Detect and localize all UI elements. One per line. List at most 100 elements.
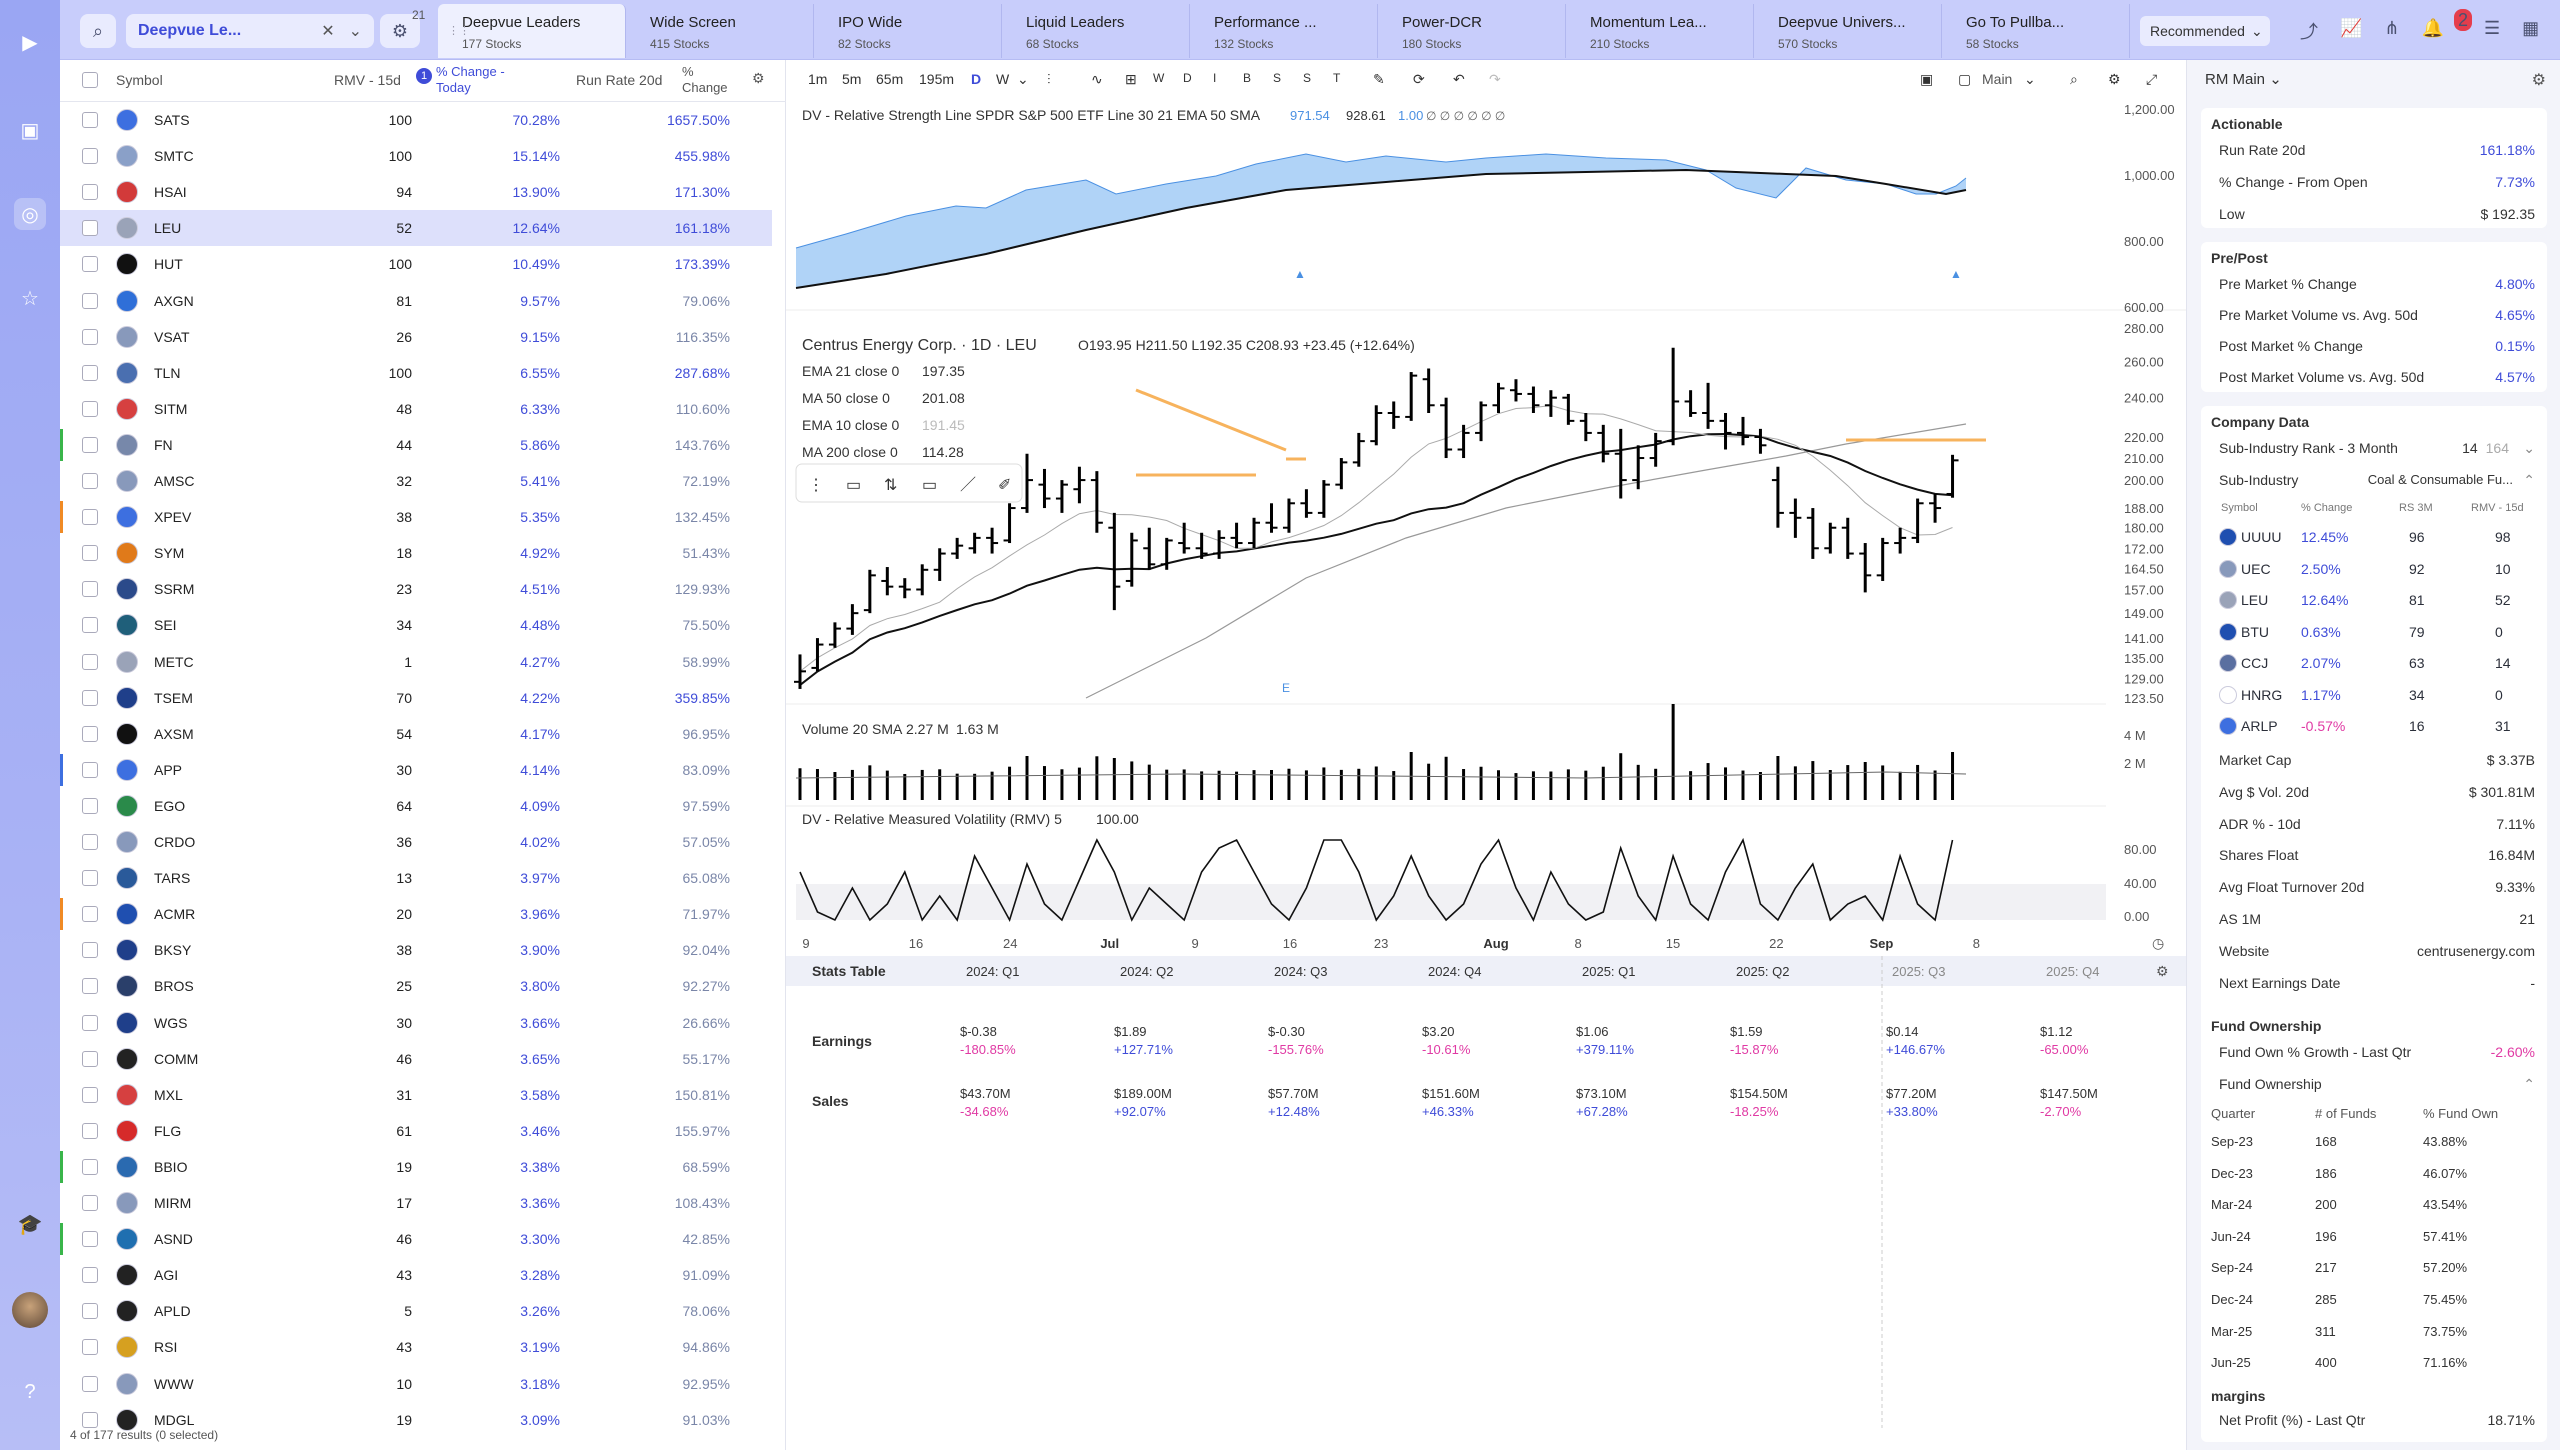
row-checkbox[interactable] — [82, 509, 98, 525]
header-pct-open[interactable]: % Change - Open — [682, 64, 732, 98]
bell-icon[interactable]: 🔔 2 — [2422, 18, 2462, 44]
header-symbol[interactable]: Symbol — [116, 72, 163, 88]
layout-name[interactable]: Main — [1982, 71, 2012, 87]
table-row[interactable]: APP 30 4.14% 83.09% — [60, 752, 772, 788]
table-row[interactable]: FN 44 5.86% 143.76% — [60, 427, 772, 463]
grid-icon[interactable]: ▦ — [2522, 18, 2539, 44]
tab-2[interactable]: IPO Wide 82 Stocks — [814, 4, 1002, 58]
table-row[interactable]: SSRM 23 4.51% 129.93% — [60, 571, 772, 607]
table-row[interactable]: SMTC 100 15.14% 455.98% — [60, 138, 772, 174]
row-checkbox[interactable] — [82, 148, 98, 164]
table-row[interactable]: MXL 31 3.58% 150.81% — [60, 1077, 772, 1113]
table-row[interactable]: EGO 64 4.09% 97.59% — [60, 788, 772, 824]
table-row[interactable]: METC 1 4.27% 58.99% — [60, 644, 772, 680]
table-row[interactable]: SITM 48 6.33% 110.60% — [60, 391, 772, 427]
undo-icon[interactable]: ↶ — [1453, 71, 1465, 88]
timeframe-W[interactable]: W — [996, 71, 1009, 87]
chart-icon[interactable]: 📈 — [2340, 18, 2362, 44]
table-row[interactable]: AGI 43 3.28% 91.09% — [60, 1257, 772, 1293]
row-checkbox[interactable] — [82, 256, 98, 272]
table-row[interactable]: SATS 100 70.28% 1657.50% — [60, 102, 772, 138]
toolbar-letter-2[interactable]: I — [1213, 71, 1216, 85]
table-row[interactable]: BBIO 19 3.38% 68.59% — [60, 1149, 772, 1185]
tab-8[interactable]: Go To Pullba... 58 Stocks — [1942, 4, 2130, 58]
redo-icon[interactable]: ↷ — [1489, 71, 1501, 88]
fullscreen-icon[interactable]: ⤢ — [2146, 71, 2157, 88]
panel-title[interactable]: RM Main ⌄ — [2205, 70, 2282, 88]
table-row[interactable]: CRDO 36 4.02% 57.05% — [60, 824, 772, 860]
panel-settings-icon[interactable]: ⚙ — [2532, 70, 2546, 90]
row-checkbox[interactable] — [82, 726, 98, 742]
draw-tool-icon[interactable]: ⇅ — [884, 477, 897, 494]
row-checkbox[interactable] — [82, 473, 98, 489]
draw-tool-icon[interactable]: ⋮ — [808, 477, 824, 494]
settings-icon[interactable]: ⚙ — [2156, 963, 2169, 979]
row-checkbox[interactable] — [82, 581, 98, 597]
table-row[interactable]: VSAT 26 9.15% 116.35% — [60, 319, 772, 355]
row-checkbox[interactable] — [82, 329, 98, 345]
row-checkbox[interactable] — [82, 1376, 98, 1392]
list-icon[interactable]: ☰ — [2484, 18, 2500, 44]
row-checkbox[interactable] — [82, 942, 98, 958]
row-checkbox[interactable] — [82, 1159, 98, 1175]
grid-layout-icon[interactable]: ⊞ — [1125, 71, 1137, 88]
indicators-icon[interactable]: ⫶ — [1047, 71, 1051, 88]
drag-handle-icon[interactable]: ⋮⋮ — [448, 24, 470, 37]
chevron-down-icon[interactable]: ⌄ — [2024, 71, 2036, 88]
toolbar-letter-3[interactable]: B — [1243, 71, 1251, 85]
trend-icon[interactable]: ∿ — [1091, 71, 1103, 88]
row-checkbox[interactable] — [82, 1412, 98, 1428]
peer-row[interactable]: CCJ 2.07% 63 14 — [2201, 650, 2547, 678]
table-row[interactable]: WWW 10 3.18% 92.95% — [60, 1366, 772, 1402]
row-checkbox[interactable] — [82, 978, 98, 994]
table-row[interactable]: AXGN 81 9.57% 79.06% — [60, 283, 772, 319]
chart-svg[interactable]: DV - Relative Strength Line SPDR S&P 500… — [786, 98, 2186, 1428]
table-row[interactable]: HUT 100 10.49% 173.39% — [60, 246, 772, 282]
education-icon[interactable]: 🎓 — [14, 1208, 46, 1240]
row-checkbox[interactable] — [82, 762, 98, 778]
table-row[interactable]: AMSC 32 5.41% 72.19% — [60, 463, 772, 499]
tab-7[interactable]: Deepvue Univers... 570 Stocks — [1754, 4, 1942, 58]
logo-play-icon[interactable]: ▶ — [14, 26, 46, 58]
star-icon[interactable]: ☆ — [14, 282, 46, 314]
dashboard-icon[interactable]: ▣ — [14, 114, 46, 146]
row-checkbox[interactable] — [82, 1231, 98, 1247]
tab-0[interactable]: ⋮⋮ Deepvue Leaders 177 Stocks — [438, 4, 626, 58]
draw-tool-icon[interactable]: ▭ — [846, 477, 861, 494]
row-checkbox[interactable] — [82, 1051, 98, 1067]
table-row[interactable]: HSAI 94 13.90% 171.30% — [60, 174, 772, 210]
row-checkbox[interactable] — [82, 906, 98, 922]
table-row[interactable]: FLG 61 3.46% 155.97% — [60, 1113, 772, 1149]
select-all-checkbox[interactable] — [82, 72, 98, 88]
tab-1[interactable]: Wide Screen 415 Stocks — [626, 4, 814, 58]
peer-row[interactable]: UEC 2.50% 92 10 — [2201, 556, 2547, 584]
tab-6[interactable]: Momentum Lea... 210 Stocks — [1566, 4, 1754, 58]
table-row[interactable]: AXSM 54 4.17% 96.95% — [60, 716, 772, 752]
row-checkbox[interactable] — [82, 220, 98, 236]
draw-tool-icon[interactable]: ／ — [960, 477, 976, 494]
row-checkbox[interactable] — [82, 545, 98, 561]
watchlist-selector[interactable]: Deepvue Le... ✕ ⌄ — [126, 14, 374, 48]
row-checkbox[interactable] — [82, 798, 98, 814]
timeframe-65m[interactable]: 65m — [876, 71, 903, 87]
row-checkbox[interactable] — [82, 690, 98, 706]
row-checkbox[interactable] — [82, 654, 98, 670]
table-row[interactable]: RSI 43 3.19% 94.86% — [60, 1329, 772, 1365]
table-row[interactable]: ACMR 20 3.96% 71.97% — [60, 896, 772, 932]
settings-icon[interactable]: ⚙ — [752, 70, 765, 87]
toolbar-letter-4[interactable]: S — [1273, 71, 1281, 85]
peer-row[interactable]: ARLP -0.57% 16 31 — [2201, 713, 2547, 741]
avatar[interactable] — [12, 1292, 48, 1328]
header-rmv[interactable]: RMV - 15d — [334, 72, 401, 88]
table-row[interactable]: BROS 25 3.80% 92.27% — [60, 968, 772, 1004]
row-checkbox[interactable] — [82, 112, 98, 128]
table-row[interactable]: TLN 100 6.55% 287.68% — [60, 355, 772, 391]
screener-icon[interactable]: ◎ — [14, 198, 46, 230]
row-checkbox[interactable] — [82, 184, 98, 200]
help-icon[interactable]: ? — [14, 1376, 46, 1408]
chevron-up-icon[interactable]: ⌃ — [2523, 472, 2535, 489]
tab-4[interactable]: Performance ... 132 Stocks — [1190, 4, 1378, 58]
layout-icon[interactable]: ▣ — [1920, 71, 1933, 88]
table-row[interactable]: LEU 52 12.64% 161.18% — [60, 210, 772, 246]
draw-tool-icon[interactable]: ▭ — [922, 477, 937, 494]
